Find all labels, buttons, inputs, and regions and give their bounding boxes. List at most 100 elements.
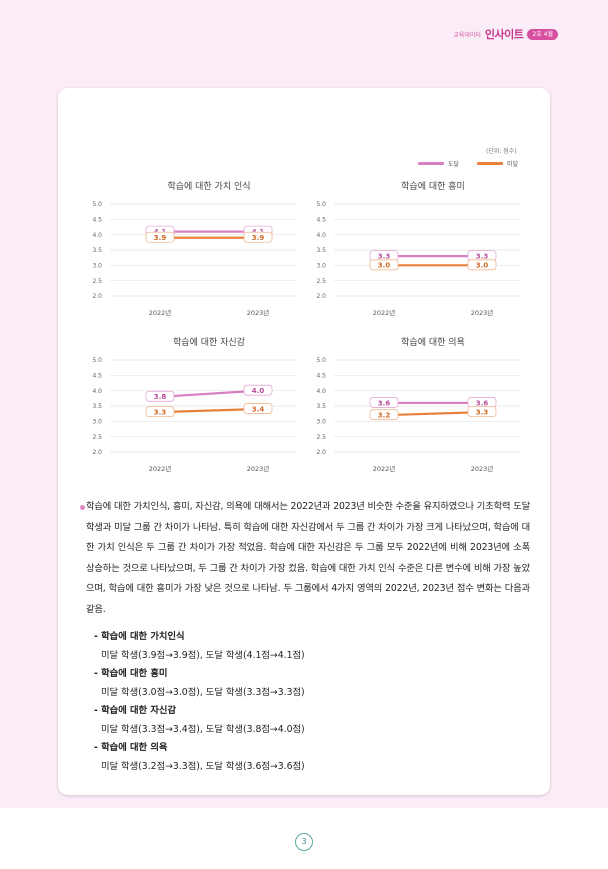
- y-tick-label: 4.5: [92, 373, 102, 380]
- data-label-text: 3.9: [154, 234, 167, 242]
- data-label-text: 3.2: [378, 412, 391, 420]
- data-label: 3.9: [243, 231, 273, 243]
- data-label: 3.6: [369, 397, 399, 408]
- chart-title: 학습에 대한 흥미: [401, 182, 465, 192]
- data-label-box: [145, 390, 175, 402]
- chart-motivation: 학습에 대한 의욕 5.0 4.5 4.0 3.5 3.0 2.5 2.0 2022년 2023…: [308, 335, 530, 475]
- x-tick-label: 2023년: [247, 308, 270, 317]
- y-tick-label: 5.0: [92, 201, 102, 208]
- x-tick-label: 2022년: [149, 308, 172, 317]
- data-label-text: 3.6: [378, 399, 391, 407]
- series-reached-line: [158, 389, 260, 398]
- detail-value: 미달 학생(3.2점→3.3점), 도달 학생(3.6점→3.6점): [101, 761, 305, 772]
- y-tick-label: 2.0: [316, 449, 326, 456]
- y-tick-label: 2.0: [92, 449, 102, 456]
- data-label-box: [243, 384, 273, 396]
- x-tick-label: 2023년: [247, 464, 270, 473]
- x-tick-label: 2023년: [471, 464, 494, 473]
- x-tick-label: 2022년: [373, 464, 396, 473]
- data-label: 3.2: [369, 409, 399, 421]
- brand-title: 인사이트: [484, 28, 524, 41]
- y-tick-label: 3.5: [316, 403, 326, 410]
- unit-label: (단위: 점수): [486, 148, 517, 155]
- data-label-text: 4.0: [252, 387, 265, 395]
- data-label: 3.3: [145, 406, 175, 418]
- y-tick-label: 2.5: [316, 434, 326, 441]
- y-tick-label: 3.0: [316, 419, 326, 426]
- issue-badge: 2호 4월: [527, 28, 558, 40]
- data-label: 3.0: [467, 259, 497, 271]
- page-number: 3: [295, 833, 313, 851]
- y-tick-label: 5.0: [316, 357, 326, 364]
- y-tick-label: 3.0: [92, 263, 102, 270]
- series-below-line: [158, 407, 260, 414]
- summary-section: 학습에 대한 가치인식, 흥미, 자신감, 의욕에 대해서는 2022년과 20…: [80, 497, 530, 620]
- chart-interest: 학습에 대한 흥미 5.0 4.5 4.0 3.5 3.0 2.5 2.0 2022년 2023…: [308, 179, 530, 319]
- y-tick-label: 3.0: [316, 263, 326, 270]
- data-label-box: [145, 231, 175, 243]
- y-tick-label: 2.5: [92, 434, 102, 441]
- data-label: 3.8: [145, 390, 175, 402]
- data-label-text: 3.6: [476, 399, 489, 407]
- data-label: 3.6: [467, 397, 497, 408]
- data-label-box: [243, 403, 273, 414]
- data-label-box: [369, 259, 399, 271]
- detail-list: - 학습에 대한 가치인식 미달 학생(3.9점→3.9점), 도달 학생(4.…: [94, 628, 514, 776]
- y-tick-label: 2.0: [316, 293, 326, 300]
- chart-title: 학습에 대한 의욕: [401, 338, 465, 348]
- content-card: (단위: 점수) 도달 미달 학습에 대한 가치 인식 5.0 4.5 4.0 3.5…: [58, 88, 550, 795]
- data-label-text: 3.3: [154, 409, 167, 417]
- y-tick-label: 2.5: [316, 278, 326, 285]
- detail-label: - 학습에 대한 흥미: [94, 668, 168, 679]
- detail-label: - 학습에 대한 자신감: [94, 705, 176, 716]
- y-tick-label: 4.5: [92, 217, 102, 224]
- detail-label: - 학습에 대한 의욕: [94, 742, 168, 753]
- y-tick-label: 4.0: [92, 232, 102, 239]
- chart-confidence: 학습에 대한 자신감 5.0 4.5 4.0 3.5 3.0 2.5 2.0 2022년 202…: [84, 335, 306, 475]
- chart-legend: 도달 미달: [418, 159, 518, 168]
- detail-item-motivation: - 학습에 대한 의욕 미달 학생(3.2점→3.3점), 도달 학생(3.6점…: [94, 739, 514, 776]
- data-label-text: 3.8: [154, 393, 167, 401]
- y-tick-label: 3.5: [92, 403, 102, 410]
- data-label-box: [467, 259, 497, 271]
- x-tick-label: 2023년: [471, 308, 494, 317]
- y-tick-label: 3.5: [316, 247, 326, 254]
- y-tick-label: 4.0: [92, 388, 102, 395]
- data-label-text: 3.0: [378, 262, 391, 270]
- bullet-dot-icon: [80, 505, 85, 510]
- data-label-text: 3.3: [476, 253, 489, 261]
- legend-swatch-below: [477, 162, 504, 165]
- legend-label-reached: 도달: [448, 161, 460, 168]
- data-label-text: 3.3: [476, 409, 489, 417]
- data-label: 3.9: [145, 231, 175, 243]
- summary-text: 학습에 대한 가치인식, 흥미, 자신감, 의욕에 대해서는 2022년과 20…: [86, 501, 530, 615]
- y-tick-label: 4.0: [316, 232, 326, 239]
- detail-value: 미달 학생(3.0점→3.0점), 도달 학생(3.3점→3.3점): [101, 687, 305, 698]
- y-tick-label: 5.0: [316, 201, 326, 208]
- brand-small-text: 교육데이터: [453, 31, 481, 39]
- data-label: 3.4: [243, 403, 273, 414]
- data-label: 4.0: [243, 384, 273, 396]
- y-tick-label: 4.0: [316, 388, 326, 395]
- data-label-box: [467, 406, 497, 418]
- detail-label: - 학습에 대한 가치인식: [94, 631, 185, 642]
- data-label-text: 3.9: [252, 234, 265, 242]
- legend-label-below: 미달: [507, 161, 519, 168]
- y-tick-label: 2.0: [92, 293, 102, 300]
- data-label-box: [243, 231, 273, 243]
- data-label-box: [369, 409, 399, 421]
- y-tick-label: 2.5: [92, 278, 102, 285]
- data-label: 3.3: [467, 406, 497, 418]
- chart-svg: 5.0 4.5 4.0 3.5 3.0 2.5 2.0 2022년 2023년 3.8 4.0 3.3…: [92, 357, 296, 473]
- legend-swatch-reached: [418, 162, 444, 165]
- data-label: 3.3: [467, 250, 497, 262]
- detail-item-value-recognition: - 학습에 대한 가치인식 미달 학생(3.9점→3.9점), 도달 학생(4.…: [94, 628, 514, 665]
- data-label-text: 3.3: [378, 253, 391, 261]
- data-label: 3.3: [369, 250, 399, 262]
- detail-value: 미달 학생(3.9점→3.9점), 도달 학생(4.1점→4.1점): [101, 650, 305, 661]
- x-tick-label: 2022년: [373, 308, 396, 317]
- data-label-text: 3.4: [252, 405, 265, 413]
- data-label: 3.0: [369, 259, 399, 271]
- chart-title: 학습에 대한 가치 인식: [167, 182, 251, 192]
